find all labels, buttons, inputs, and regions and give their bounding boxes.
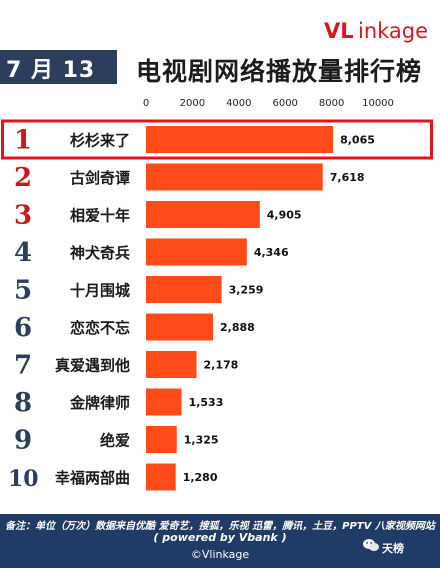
x-tick-label: 8000 <box>319 98 344 109</box>
bar <box>146 351 197 378</box>
value-label: 1,533 <box>189 396 224 409</box>
bar <box>146 163 323 191</box>
value-label: 2,888 <box>220 321 255 334</box>
date-badge: 7 月 13 日 <box>0 50 117 115</box>
bar <box>146 238 247 266</box>
value-label: 1,325 <box>184 434 219 447</box>
footer-powered: ( powered by Vbank ) <box>153 531 287 544</box>
category-label: 古剑奇谭 <box>70 169 130 187</box>
x-tick-label: 6000 <box>272 98 297 109</box>
rank-number: 5 <box>14 276 32 306</box>
page-title: 电视剧网络播放量排行榜 <box>136 57 423 86</box>
value-label: 3,259 <box>229 284 264 297</box>
value-label: 4,346 <box>254 246 289 259</box>
category-label: 相爱十年 <box>70 207 130 225</box>
wechat-icon <box>363 539 379 551</box>
value-label: 8,065 <box>340 134 375 147</box>
rank-number: 6 <box>14 313 32 343</box>
rank-number: 9 <box>14 426 32 456</box>
rank-number: 4 <box>14 238 32 268</box>
rank-number: 2 <box>14 163 32 193</box>
x-tick-label: 2000 <box>180 98 205 109</box>
x-tick-label: 0 <box>143 98 149 109</box>
bar <box>146 426 177 453</box>
category-label: 杉杉来了 <box>70 132 130 150</box>
rank-number: 3 <box>14 201 32 231</box>
rank-number: 7 <box>14 351 32 381</box>
date-label: 7 月 13 日 <box>6 58 96 115</box>
rank-number: 10 <box>8 466 39 492</box>
category-label: 绝爱 <box>100 432 130 450</box>
vlinkage-logo: VL inkage <box>324 14 434 44</box>
x-tick-label: 10000 <box>362 98 394 109</box>
value-label: 7,618 <box>330 171 365 184</box>
bar <box>146 313 214 341</box>
category-label: 金牌律师 <box>69 394 130 412</box>
bar <box>146 276 222 303</box>
rank-number: 8 <box>14 388 32 418</box>
bar-chart: 0 2000 4000 6000 8000 10000 1 杉杉来了 8,065 2 古剑奇谭 7,6… <box>1 98 433 492</box>
rank-number: 1 <box>14 126 32 156</box>
logo-text-rest: inkage <box>358 19 428 43</box>
x-tick-label: 4000 <box>226 98 251 109</box>
footer-note: 备注：单位（万次）数据来自优酷 爱奇艺，搜狐，乐视 迅雷，腾讯，土豆，PPTV … <box>5 521 435 532</box>
highlight-frame <box>1 119 433 160</box>
logo-text-main: VL <box>324 19 354 43</box>
bar <box>146 463 176 491</box>
bar <box>146 126 334 153</box>
value-label: 2,178 <box>204 359 239 372</box>
bar <box>146 201 260 228</box>
value-label: 1,280 <box>183 471 218 484</box>
category-label: 十月围城 <box>70 282 130 300</box>
category-label: 真爱遇到他 <box>55 357 130 375</box>
value-label: 4,905 <box>267 209 302 222</box>
category-label: 恋恋不忘 <box>70 319 130 337</box>
footer-copyright: ©Vlinkage <box>190 548 250 561</box>
category-label: 神犬奇兵 <box>70 244 130 262</box>
category-label: 幸福两部曲 <box>55 469 130 487</box>
watermark-label: 天榜 <box>382 542 404 555</box>
bar <box>146 388 182 416</box>
